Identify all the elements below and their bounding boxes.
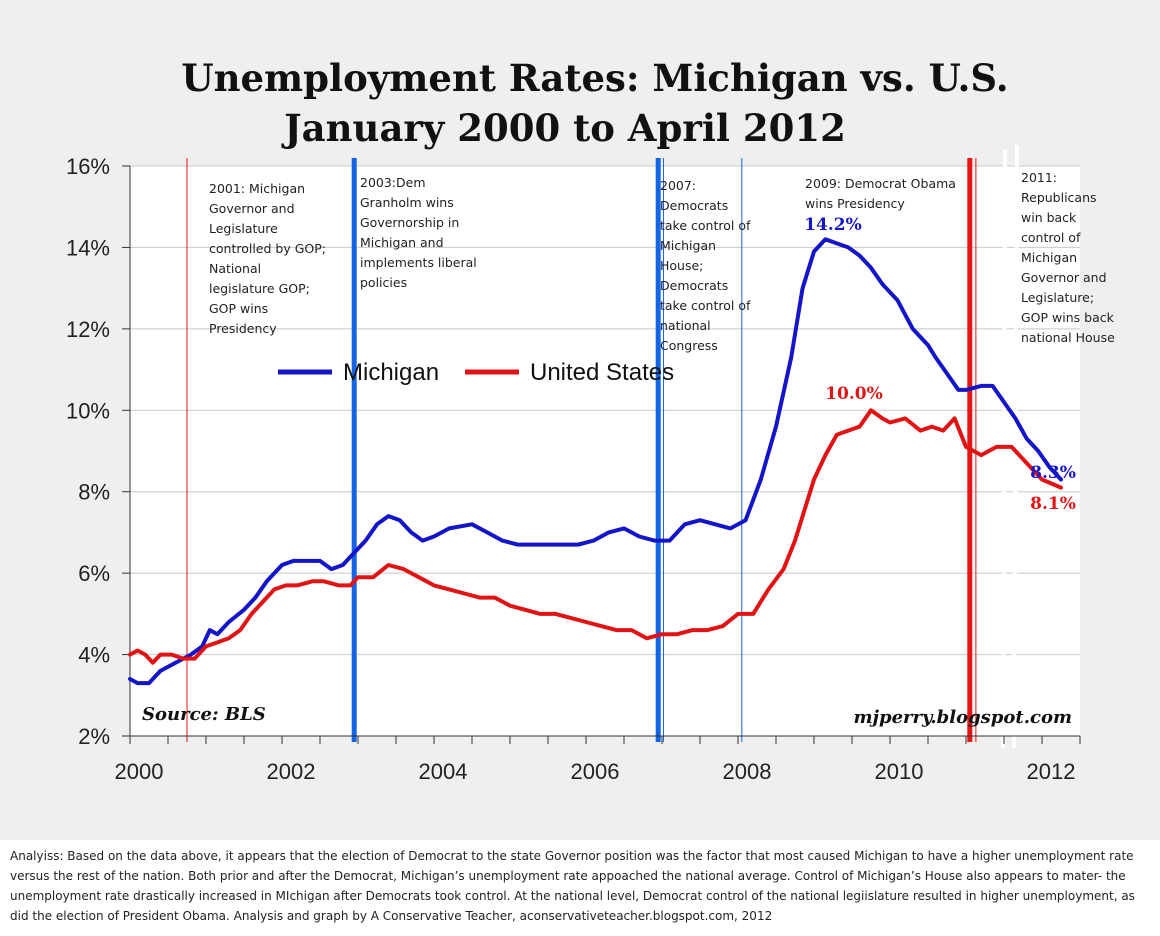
source-label: Source: BLS [142,704,266,725]
ann-2001-line: legislature GOP; [209,281,310,296]
ann-2007-line: Michigan [660,238,716,253]
michigan-peak-label: 14.2% [804,215,862,235]
y-tick-label: 4% [78,643,110,668]
ann-2009-line: 2009: Democrat Obama [805,176,956,191]
ann-2011-line: control of [1021,230,1081,245]
ann-2011-line: Republicans [1021,190,1097,205]
ann-2003-line: implements liberal [360,255,477,270]
y-tick-label: 6% [78,561,110,586]
ann-2007-line: Democrats [660,278,728,293]
ann-2003-line: Granholm wins [360,195,454,210]
ann-2007-line: Democrats [660,198,728,213]
x-tick-label: 2008 [723,759,772,784]
ann-2007-line: 2007: [660,178,696,193]
ann-2001: 2001: Michigan Governor and Legislature con… [209,181,326,336]
ann-2001-line: controlled by GOP; [209,241,326,256]
ann-2001-line: Presidency [209,321,277,336]
plot-background [130,166,1080,736]
ann-2011: 2011: Republicans win back control of Michig… [1021,170,1115,345]
ann-2001-line: 2001: Michigan [209,181,305,196]
credit-label: mjperry.blogspot.com [853,707,1072,728]
us-peak-label: 10.0% [825,384,883,404]
x-tick-label: 2000 [115,759,164,784]
chart-area: Unemployment Rates: Michigan vs. U.S. Ja… [0,0,1160,840]
ann-2009-line: wins Presidency [805,196,905,211]
series-line-united-states [128,408,1063,665]
chart-title-line-1: Unemployment Rates: Michigan vs. U.S. [181,56,1009,100]
marker-divider-a [1001,149,1007,749]
ann-2011-line: 2011: [1021,170,1057,185]
ann-2011-line: national House [1021,330,1115,345]
ann-2011-line: Legislature; [1021,290,1094,305]
y-tick-label: 10% [66,398,110,423]
y-tick-label: 12% [66,317,110,342]
ann-2011-line: Governor and [1021,270,1107,285]
y-tick-label: 2% [78,724,110,749]
ann-2011-line: Michigan [1021,250,1077,265]
michigan-last-label: 8.3% [1030,463,1076,483]
ann-2001-line: GOP wins [209,301,268,316]
y-tick-label: 16% [66,154,110,179]
ann-2007-line: Congress [660,338,718,353]
ann-2003-line: Michigan and [360,235,444,250]
x-tick-label: 2010 [875,759,924,784]
us-last-label: 8.1% [1030,494,1076,514]
chart-svg: 2% 4% 6% 8% 10% 12% 14% 16% 2000 2002 2004 2006 2008… [66,144,1115,784]
x-tick-label: 2002 [267,759,316,784]
x-tick-label: 2004 [419,759,468,784]
y-tick-label: 8% [78,480,110,505]
ann-2003-line: 2003:Dem [360,175,426,190]
ann-2007-line: take control of [660,218,751,233]
ann-2003-line: policies [360,275,407,290]
ann-2007-line: take control of [660,298,751,313]
ann-2009: 2009: Democrat Obama wins Presidency [805,176,956,211]
legend-united-states-label: United States [530,359,674,386]
marker-divider-b [1012,144,1019,749]
ann-2011-line: GOP wins back [1021,310,1115,325]
chart-title-line-2: January 2000 to April 2012 [284,106,846,150]
ann-2001-line: National [209,261,261,276]
ann-2001-line: Governor and [209,201,295,216]
ann-2007: 2007: Democrats take control of Michigan Hou… [660,178,751,353]
ann-2001-line: Legislature [209,221,278,236]
ann-2003: 2003:Dem Granholm wins Governorship in Mich… [360,175,477,290]
x-tick-label: 2006 [571,759,620,784]
y-tick-label: 14% [66,235,110,260]
ann-2003-line: Governorship in [360,215,459,230]
analysis-paragraph: Analyiss: Based on the data above, it ap… [10,849,1135,923]
ann-2007-line: House; [660,258,703,273]
legend-michigan-label: Michigan [343,359,439,386]
ann-2011-line: win back [1021,210,1077,225]
ann-2007-line: national [660,318,711,333]
series-line-michigan [128,237,1063,686]
x-tick-label: 2012 [1027,759,1076,784]
